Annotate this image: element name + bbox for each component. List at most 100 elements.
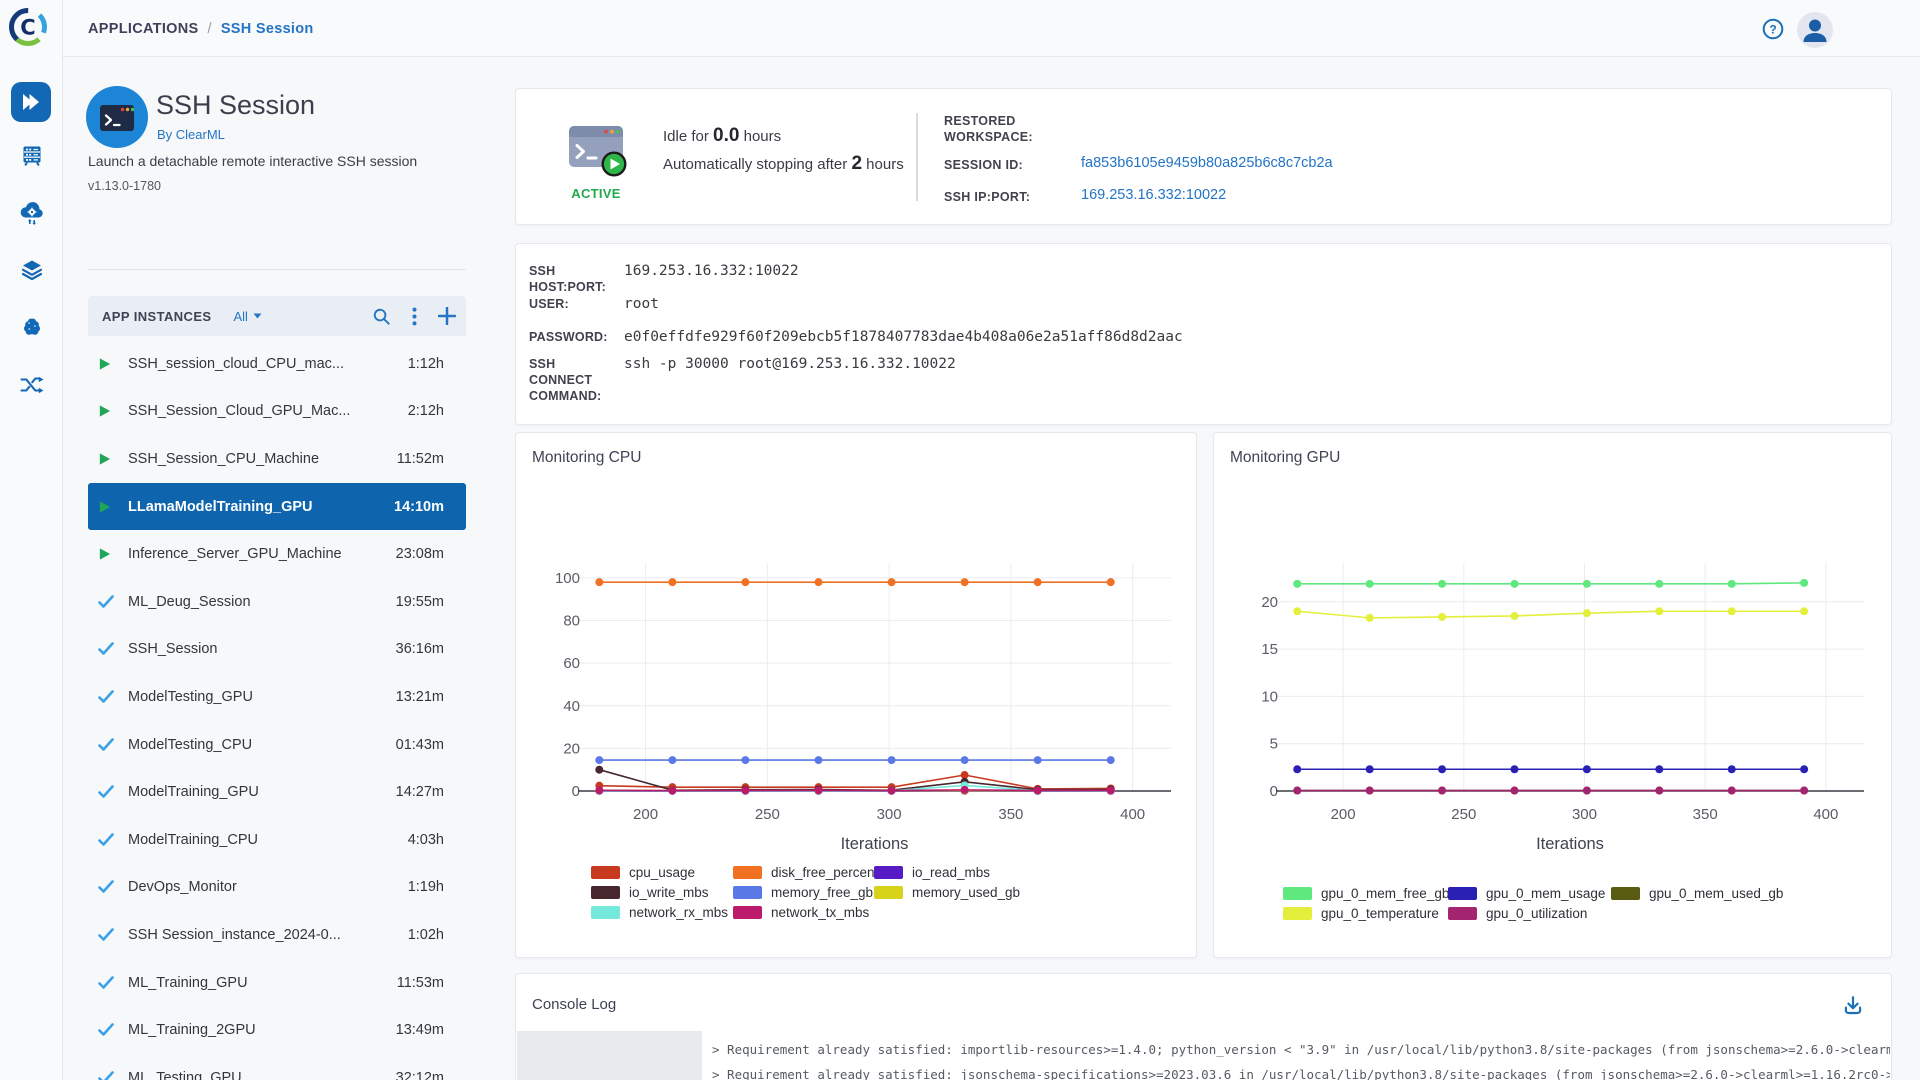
sidebar-item-models[interactable] bbox=[0, 316, 63, 340]
app-instance-row[interactable]: SSH Session_instance_2024-0... 1:02h bbox=[88, 911, 466, 959]
ssh-detail-value: e0f0effdfe929f60f209ebcb5f1878407783dae4… bbox=[624, 329, 1183, 345]
running-play-icon bbox=[99, 548, 111, 560]
legend-item-memory_used_gb[interactable]: memory_used_gb bbox=[874, 883, 1020, 902]
svg-text:350: 350 bbox=[998, 806, 1023, 823]
legend-item-network_rx_mbs[interactable]: network_rx_mbs bbox=[591, 903, 733, 922]
app-instance-row[interactable]: ModelTesting_CPU 01:43m bbox=[88, 721, 466, 769]
autostop-text: Automatically stopping after 2 hours bbox=[663, 153, 904, 174]
console-log-viewport[interactable]: > Requirement already satisfied: importl… bbox=[517, 1031, 1890, 1080]
legend-item-gpu_0_mem_used_gb[interactable]: gpu_0_mem_used_gb bbox=[1611, 884, 1783, 903]
instance-duration: 13:21m bbox=[395, 688, 444, 705]
chevron-down-icon bbox=[253, 313, 262, 319]
instance-duration: 2:12h bbox=[407, 403, 444, 420]
by-clearml-link[interactable]: By ClearML bbox=[157, 127, 225, 142]
app-instance-row[interactable]: DevOps_Monitor 1:19h bbox=[88, 864, 466, 912]
user-avatar[interactable] bbox=[1797, 12, 1833, 48]
gpu-line-chart: 0 5 10 15 20 200 250 300 350 400 Iterations bbox=[1261, 563, 1864, 853]
download-log-button[interactable] bbox=[1841, 994, 1865, 1018]
legend-item-disk_free_percent[interactable]: disk_free_percent bbox=[733, 863, 878, 882]
instance-name: ML_Testing_GPU bbox=[128, 1069, 242, 1080]
breadcrumb-separator: / bbox=[207, 20, 212, 37]
legend-item-network_tx_mbs[interactable]: network_tx_mbs bbox=[733, 903, 874, 922]
ssh-ip-port-label: SSH IP:PORT: bbox=[944, 190, 1031, 204]
sidebar-item-workers-queues[interactable] bbox=[0, 144, 63, 168]
idle-time-text: Idle for 0.0 hours bbox=[663, 125, 782, 146]
legend-swatch bbox=[1283, 887, 1312, 900]
breadcrumb: APPLICATIONS / SSH Session bbox=[88, 0, 314, 57]
app-instance-row[interactable]: ML_Testing_GPU 32:12m bbox=[88, 1054, 466, 1080]
help-icon[interactable]: ? bbox=[1762, 18, 1784, 40]
sidebar-item-pipelines[interactable] bbox=[0, 373, 63, 397]
cpu-line-chart: 0 20 40 60 80 100 200 250 300 350 400 Iterations bbox=[555, 563, 1171, 853]
add-instance-button[interactable] bbox=[438, 307, 456, 325]
kebab-menu-icon[interactable] bbox=[412, 307, 417, 326]
legend-item-io_write_mbs[interactable]: io_write_mbs bbox=[591, 883, 733, 902]
console-log-line: > Requirement already satisfied: jsonsch… bbox=[712, 1067, 1890, 1080]
gpu-chart-title: Monitoring GPU bbox=[1230, 449, 1341, 466]
app-instance-row[interactable]: Inference_Server_GPU_Machine 23:08m bbox=[88, 530, 466, 578]
app-instance-row[interactable]: SSH_Session_Cloud_GPU_Mac... 2:12h bbox=[88, 388, 466, 436]
completed-check-icon bbox=[98, 928, 114, 941]
instance-name: ModelTesting_CPU bbox=[128, 736, 253, 753]
sidebar-item-applications[interactable] bbox=[11, 82, 51, 122]
app-instance-row[interactable]: SSH_session_cloud_CPU_mac... 1:12h bbox=[88, 340, 466, 388]
legend-item-gpu_0_mem_free_gb[interactable]: gpu_0_mem_free_gb bbox=[1283, 884, 1450, 903]
sidebar-item-cloud-services[interactable] bbox=[0, 201, 63, 225]
legend-item-memory_free_gb[interactable]: memory_free_gb bbox=[733, 883, 874, 902]
completed-check-icon bbox=[98, 594, 114, 608]
svg-text:20: 20 bbox=[563, 740, 580, 757]
legend-item-gpu_0_mem_usage[interactable]: gpu_0_mem_usage bbox=[1448, 884, 1611, 903]
app-instance-row[interactable]: LLamaModelTraining_GPU 14:10m bbox=[88, 482, 466, 531]
instance-name: ML_Deug_Session bbox=[128, 593, 251, 610]
console-log-title: Console Log bbox=[532, 996, 617, 1013]
app-instances-list: SSH_session_cloud_CPU_mac... 1:12h SSH_Ses… bbox=[88, 340, 466, 1080]
app-instance-row[interactable]: ModelTraining_CPU 4:03h bbox=[88, 816, 466, 864]
completed-check-icon bbox=[98, 975, 114, 989]
svg-text:0: 0 bbox=[572, 783, 580, 800]
search-icon[interactable] bbox=[372, 307, 391, 326]
ssh-ip-port-link[interactable]: 169.253.16.332:10022 bbox=[1081, 187, 1227, 203]
vertical-divider bbox=[916, 113, 918, 201]
instance-duration: 1:02h bbox=[407, 926, 444, 943]
app-instance-row[interactable]: ModelTraining_GPU 14:27m bbox=[88, 768, 466, 816]
breadcrumb-applications-link[interactable]: APPLICATIONS bbox=[88, 20, 199, 37]
instance-duration: 23:08m bbox=[395, 546, 444, 563]
app-instance-row[interactable]: SSH_Session_CPU_Machine 11:52m bbox=[88, 435, 466, 483]
svg-text:60: 60 bbox=[563, 655, 580, 672]
instance-duration: 1:19h bbox=[407, 879, 444, 896]
instances-filter-dropdown[interactable]: All bbox=[233, 309, 262, 324]
svg-text:350: 350 bbox=[1693, 806, 1718, 823]
instance-name: SSH_Session bbox=[128, 641, 218, 658]
legend-item-io_read_mbs[interactable]: io_read_mbs bbox=[874, 863, 1020, 882]
legend-item-gpu_0_utilization[interactable]: gpu_0_utilization bbox=[1448, 904, 1611, 923]
legend-swatch bbox=[1448, 907, 1477, 920]
app-instance-row[interactable]: ModelTesting_GPU 13:21m bbox=[88, 673, 466, 721]
legend-item-gpu_0_temperature[interactable]: gpu_0_temperature bbox=[1283, 904, 1448, 923]
app-instance-row[interactable]: ML_Deug_Session 19:55m bbox=[88, 578, 466, 626]
legend-swatch bbox=[1283, 907, 1312, 920]
breadcrumb-current-page[interactable]: SSH Session bbox=[220, 20, 314, 37]
sidebar-item-datasets[interactable] bbox=[0, 258, 63, 282]
completed-check-icon bbox=[98, 785, 114, 798]
instance-duration: 36:16m bbox=[395, 641, 444, 658]
clearml-logo[interactable]: C bbox=[7, 6, 49, 48]
instance-name: SSH_session_cloud_CPU_mac... bbox=[128, 355, 344, 372]
instance-duration: 19:55m bbox=[395, 593, 444, 610]
legend-item-cpu_usage[interactable]: cpu_usage bbox=[591, 863, 733, 882]
app-instance-row[interactable]: ML_Training_2GPU 13:49m bbox=[88, 1006, 466, 1054]
svg-text:300: 300 bbox=[1572, 806, 1597, 823]
completed-check-icon bbox=[98, 1070, 114, 1080]
instance-duration: 11:52m bbox=[396, 450, 444, 467]
ssh-detail-value: root bbox=[624, 296, 659, 312]
running-play-icon bbox=[99, 501, 111, 513]
session-id-link[interactable]: fa853b6105e9459b80a825b6c8c7cb2a bbox=[1081, 155, 1333, 171]
terminal-window-status-icon bbox=[568, 125, 630, 177]
console-log-line: > Requirement already satisfied: importl… bbox=[712, 1042, 1890, 1057]
instance-duration: 13:49m bbox=[395, 1022, 444, 1039]
app-instance-row[interactable]: SSH_Session 36:16m bbox=[88, 626, 466, 674]
app-instance-row[interactable]: ML_Training_GPU 11:53m bbox=[88, 959, 466, 1007]
svg-text:20: 20 bbox=[1261, 594, 1278, 611]
legend-label: gpu_0_mem_free_gb bbox=[1321, 886, 1450, 901]
ssh-detail-label: PASSWORD: bbox=[529, 330, 608, 344]
